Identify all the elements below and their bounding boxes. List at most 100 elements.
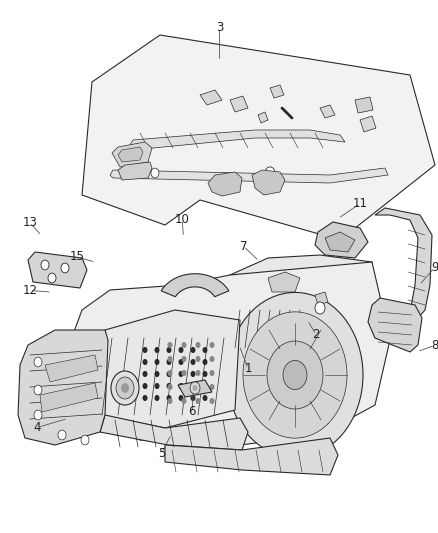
Circle shape	[243, 312, 346, 438]
Polygon shape	[40, 383, 98, 412]
Circle shape	[166, 383, 171, 389]
Text: 7: 7	[239, 240, 247, 253]
Circle shape	[167, 356, 172, 362]
Circle shape	[167, 370, 172, 376]
Circle shape	[202, 347, 207, 353]
Polygon shape	[28, 252, 87, 288]
Circle shape	[167, 384, 172, 390]
Circle shape	[181, 384, 186, 390]
Text: 9: 9	[430, 261, 438, 274]
Polygon shape	[314, 292, 327, 305]
Polygon shape	[359, 116, 375, 132]
Circle shape	[142, 383, 147, 389]
Circle shape	[283, 360, 306, 390]
Polygon shape	[165, 438, 337, 475]
Circle shape	[154, 383, 159, 389]
Polygon shape	[200, 90, 222, 105]
Circle shape	[190, 359, 195, 365]
Text: 2: 2	[311, 328, 319, 341]
Text: 8: 8	[430, 339, 437, 352]
Circle shape	[41, 260, 49, 270]
Circle shape	[190, 395, 195, 401]
Circle shape	[181, 356, 186, 362]
Circle shape	[166, 371, 171, 377]
Polygon shape	[112, 142, 152, 167]
Circle shape	[121, 383, 129, 393]
Circle shape	[167, 342, 172, 348]
Circle shape	[34, 410, 42, 420]
Text: 1: 1	[244, 362, 251, 375]
Text: 11: 11	[352, 197, 367, 210]
Polygon shape	[324, 232, 354, 252]
Circle shape	[195, 384, 200, 390]
Polygon shape	[100, 415, 247, 450]
Polygon shape	[269, 85, 283, 98]
Polygon shape	[58, 262, 389, 445]
Polygon shape	[267, 272, 299, 292]
Circle shape	[195, 398, 200, 404]
Polygon shape	[110, 168, 387, 183]
Circle shape	[142, 347, 147, 353]
Polygon shape	[367, 298, 421, 352]
Circle shape	[181, 342, 186, 348]
Circle shape	[34, 385, 42, 395]
Circle shape	[178, 359, 183, 365]
Circle shape	[190, 383, 195, 389]
Circle shape	[151, 168, 159, 178]
Circle shape	[142, 371, 147, 377]
Circle shape	[265, 167, 274, 179]
Polygon shape	[230, 96, 247, 112]
Polygon shape	[161, 274, 228, 297]
Circle shape	[226, 293, 362, 457]
Text: 5: 5	[158, 447, 165, 459]
Polygon shape	[251, 170, 284, 195]
Polygon shape	[354, 97, 372, 113]
Polygon shape	[18, 330, 108, 445]
Circle shape	[202, 359, 207, 365]
Circle shape	[181, 398, 186, 404]
Circle shape	[178, 383, 183, 389]
Circle shape	[266, 341, 322, 409]
Polygon shape	[258, 112, 267, 123]
Circle shape	[192, 385, 197, 391]
Circle shape	[34, 357, 42, 367]
Circle shape	[111, 371, 139, 405]
Circle shape	[178, 395, 183, 401]
Circle shape	[209, 384, 214, 390]
Circle shape	[58, 430, 66, 440]
Circle shape	[154, 395, 159, 401]
Polygon shape	[118, 147, 143, 162]
Polygon shape	[314, 222, 367, 258]
Polygon shape	[208, 172, 241, 196]
Polygon shape	[45, 355, 98, 382]
Circle shape	[167, 398, 172, 404]
Circle shape	[202, 383, 207, 389]
Circle shape	[81, 435, 89, 445]
Polygon shape	[100, 310, 240, 428]
Circle shape	[142, 359, 147, 365]
Polygon shape	[118, 162, 152, 180]
Polygon shape	[177, 380, 212, 397]
Circle shape	[202, 395, 207, 401]
Text: 13: 13	[22, 216, 37, 229]
Text: 10: 10	[174, 213, 189, 226]
Polygon shape	[374, 208, 431, 318]
Polygon shape	[130, 130, 344, 150]
Circle shape	[190, 382, 200, 394]
Circle shape	[209, 342, 214, 348]
Circle shape	[190, 347, 195, 353]
Circle shape	[190, 371, 195, 377]
Circle shape	[314, 302, 324, 314]
Circle shape	[195, 342, 200, 348]
Circle shape	[178, 347, 183, 353]
Polygon shape	[82, 35, 434, 240]
Circle shape	[195, 356, 200, 362]
Polygon shape	[219, 255, 374, 358]
Circle shape	[202, 371, 207, 377]
Circle shape	[195, 370, 200, 376]
Circle shape	[166, 347, 171, 353]
Text: 4: 4	[33, 421, 41, 434]
Text: 6: 6	[188, 405, 196, 418]
Circle shape	[166, 359, 171, 365]
Circle shape	[154, 371, 159, 377]
